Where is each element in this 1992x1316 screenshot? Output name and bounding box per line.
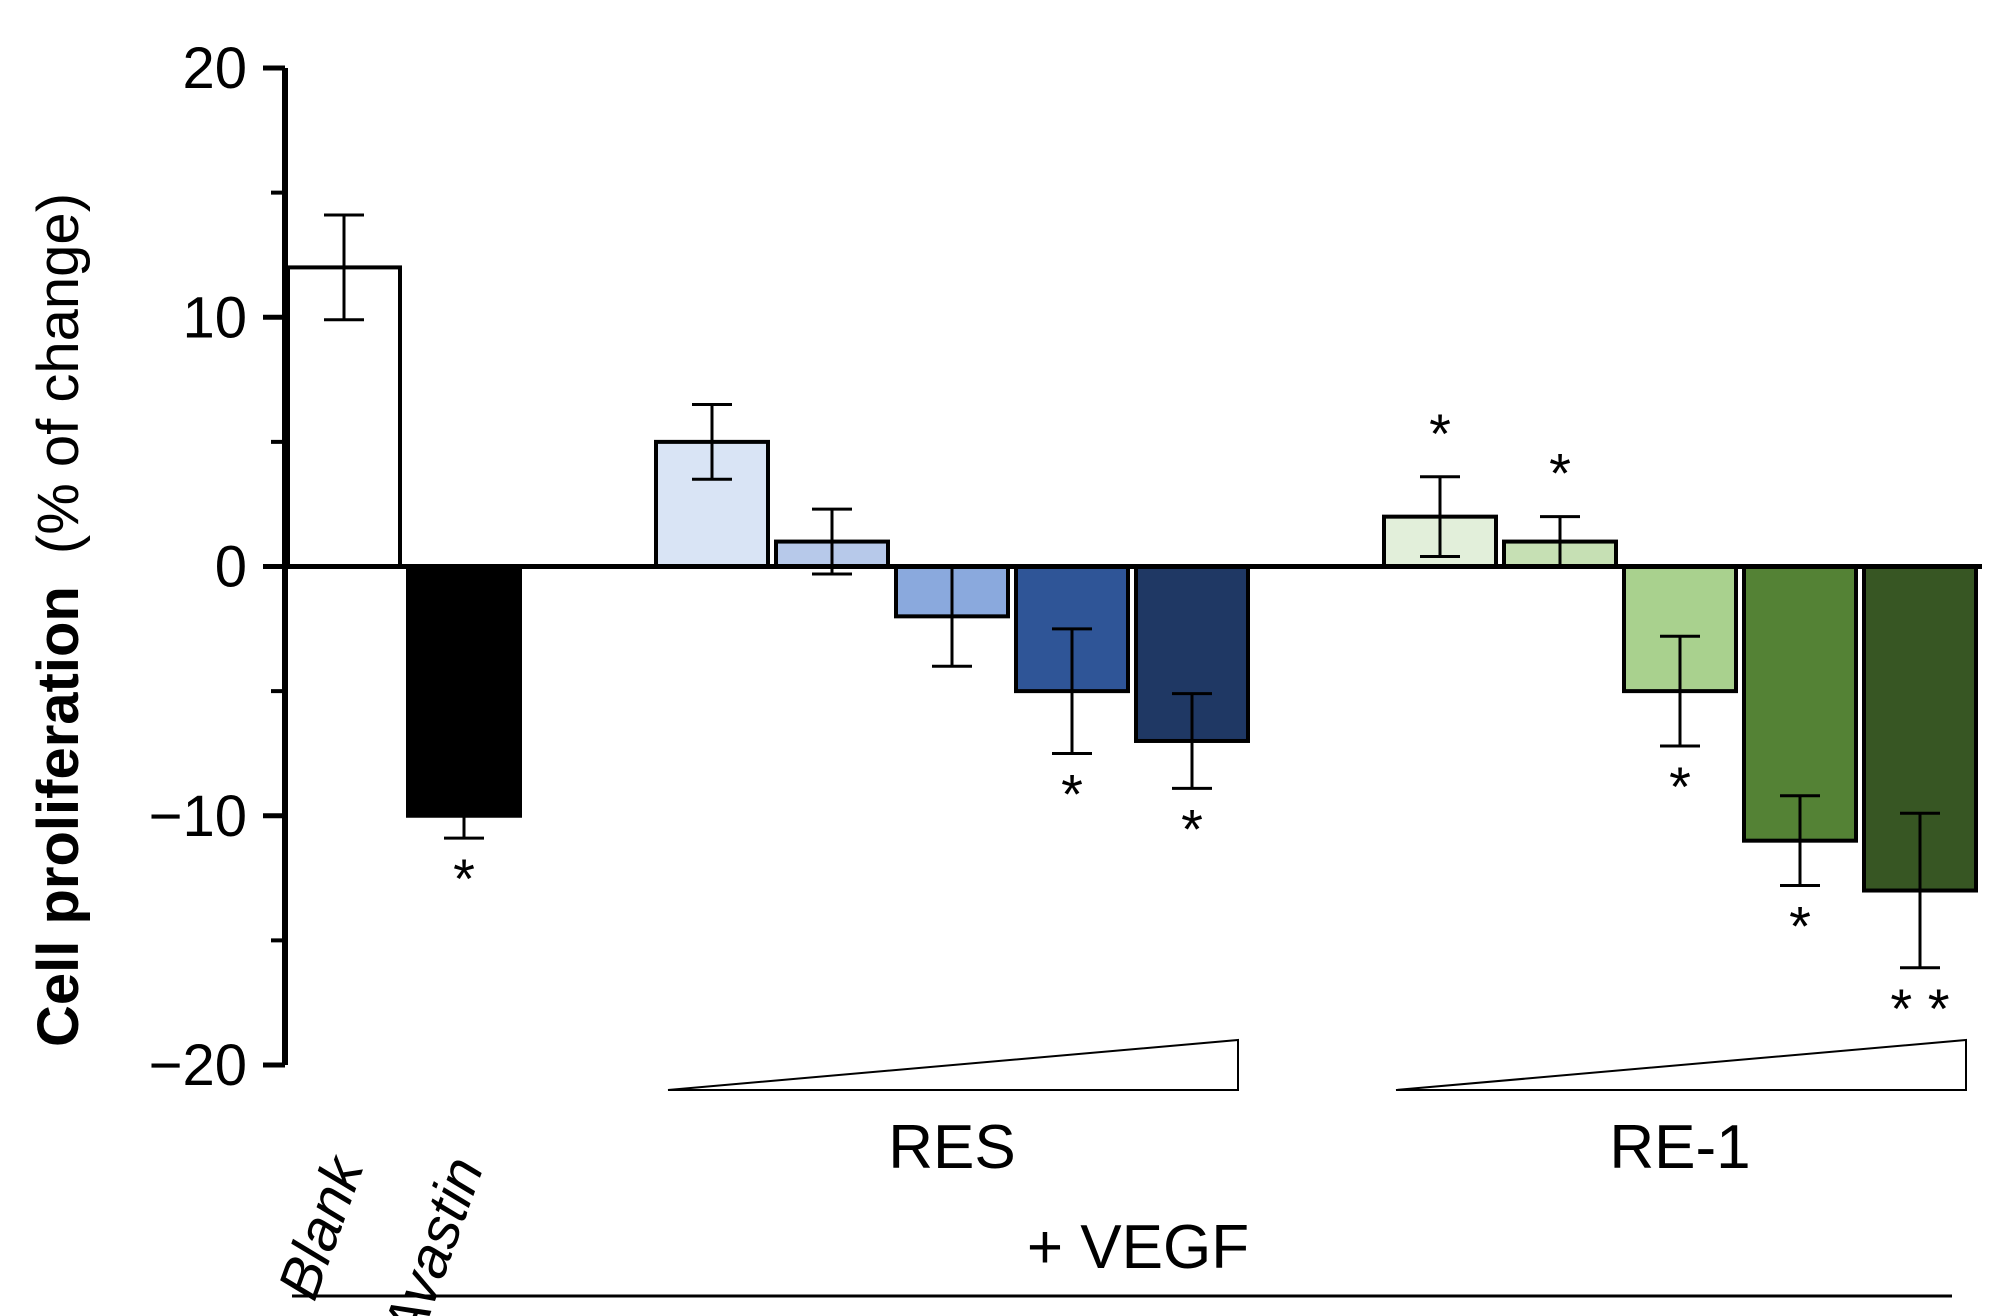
- y-tick-label: −10: [149, 784, 247, 849]
- significance-marker: *: [1181, 797, 1203, 860]
- y-axis-title: Cell proliferation (% of change): [26, 193, 91, 1047]
- y-tick-label: 10: [182, 285, 247, 350]
- group-label: RES: [888, 1113, 1015, 1182]
- y-tick-label: 20: [182, 36, 247, 101]
- significance-marker: *: [1549, 442, 1571, 505]
- y-axis-title-bold: Cell proliferation: [26, 586, 91, 1047]
- dose-wedge: [1395, 1038, 1967, 1091]
- group-label: RE-1: [1609, 1113, 1750, 1182]
- vegf-label: + VEGF: [1027, 1213, 1249, 1282]
- dose-wedge: [667, 1038, 1239, 1091]
- significance-marker: *: [1061, 762, 1083, 825]
- significance-marker: *: [1669, 755, 1691, 818]
- category-label: Blank: [266, 1146, 378, 1307]
- significance-marker: * *: [1890, 977, 1949, 1040]
- category-label: Avastin: [369, 1149, 496, 1316]
- significance-marker: *: [1429, 402, 1451, 465]
- y-tick-label: 0: [215, 535, 247, 600]
- y-axis-title-rest: (% of change): [26, 193, 91, 554]
- y-tick-label: −20: [149, 1033, 247, 1098]
- significance-marker: *: [453, 847, 475, 910]
- significance-marker: *: [1789, 895, 1811, 958]
- bar: [406, 564, 522, 818]
